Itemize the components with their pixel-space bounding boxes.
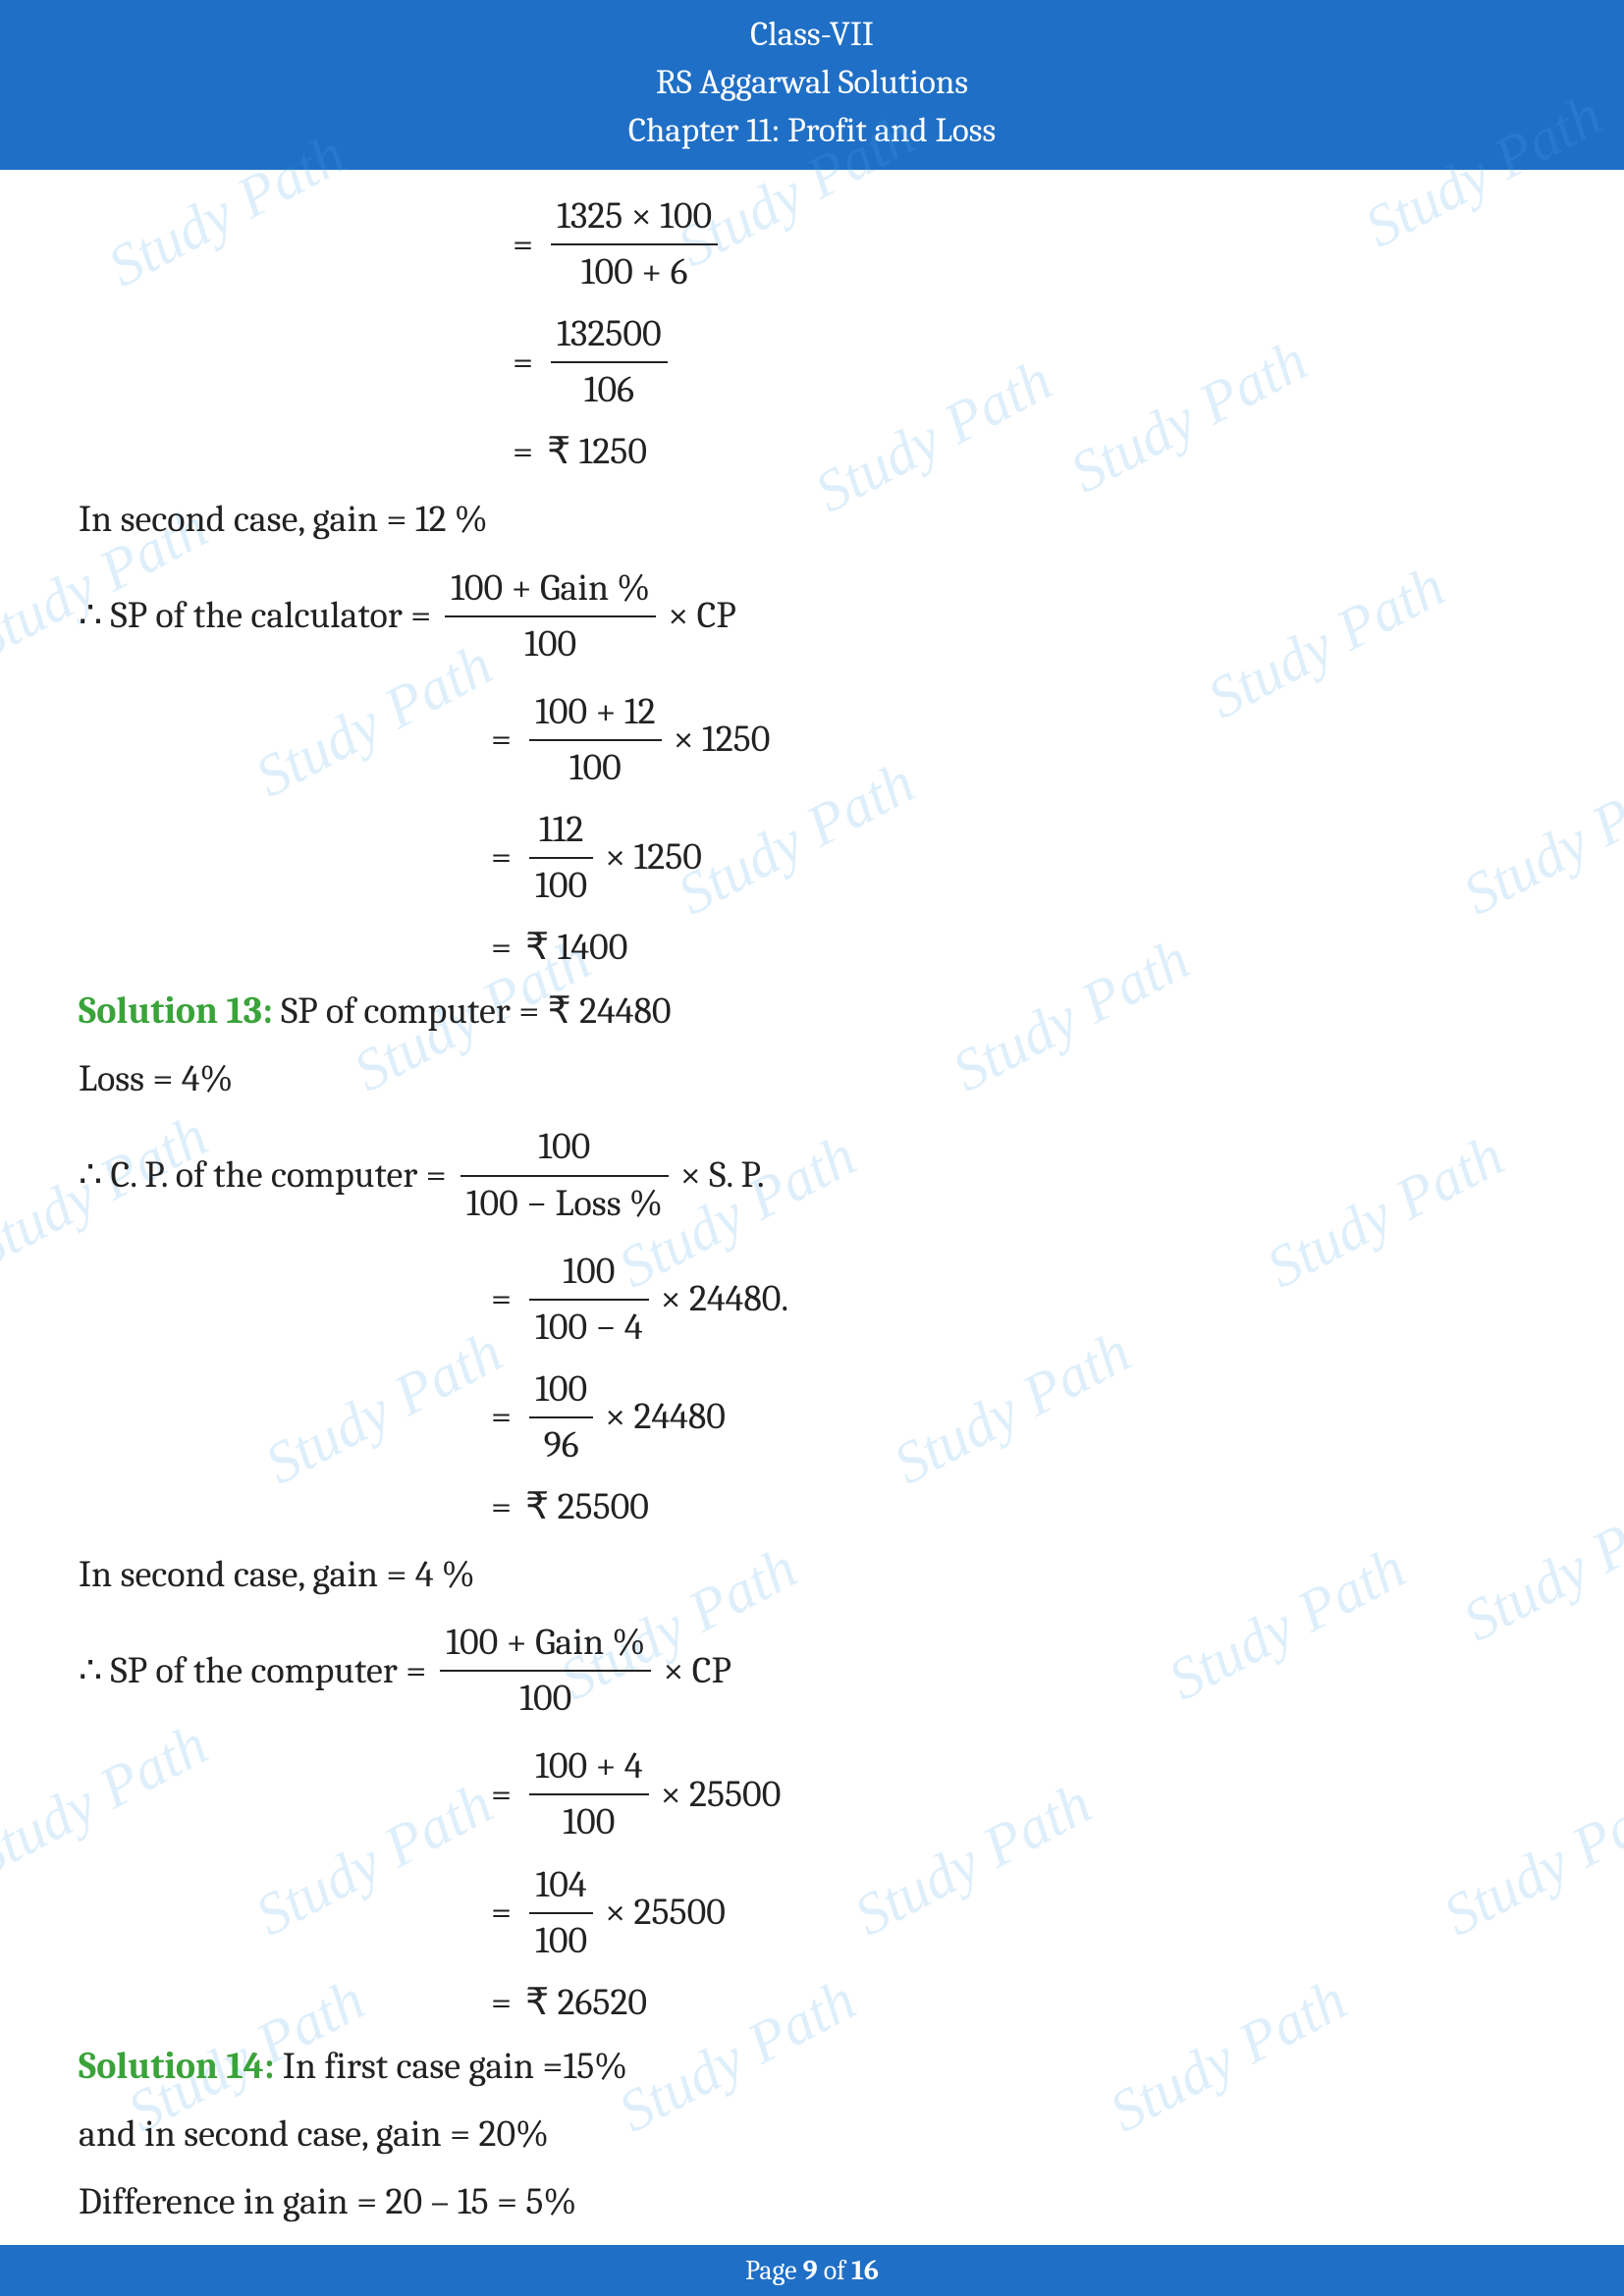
eq-num: 100 + Gain % [440,1616,651,1670]
eq-num: 100 + 4 [529,1739,649,1793]
page-header: Class-VII RS Aggarwal Solutions Chapter … [0,0,1624,170]
sol12-sp-steps: = 100 + 12100 × 1250 = 112100 × 1250 = ₹… [491,685,1545,975]
sol13-intro: SP of computer = ₹ 24480 [273,989,672,1033]
eq-tail: × CP [668,589,735,643]
eq-result: ₹ 26520 [525,1976,647,2030]
eq-den: 100 − Loss % [460,1175,669,1231]
sol12-cp-steps: = 1325 × 100100 + 6 = 132500106 = ₹ 1250 [513,189,1545,479]
sol13-cp-label: ∴ C. P. of the computer = [79,1148,447,1202]
header-class: Class-VII [0,10,1624,58]
eq-num: 100 [460,1120,669,1174]
sol13-cp-steps: = 100100 − 4 × 24480. = 10096 × 24480 = … [491,1245,1545,1534]
eq-tail: × 1250 [674,713,771,767]
header-chapter: Chapter 11: Profit and Loss [0,106,1624,154]
eq-num: 1325 × 100 [551,189,718,243]
sol14-line3: Difference in gain = 20 – 15 = 5% [79,2175,1545,2229]
eq-tail: × 25500 [661,1768,782,1822]
eq-num: 100 [529,1245,649,1299]
eq-num: 100 [529,1362,593,1416]
solution-label: Solution 13: [79,989,273,1033]
eq-den: 100 + 6 [551,243,718,299]
eq-num: 132500 [551,307,668,361]
page-content: = 1325 × 100100 + 6 = 132500106 = ₹ 1250… [0,170,1624,2263]
sol13-sp-line: ∴ SP of the computer = 100 + Gain %100 ×… [79,1616,1545,1726]
eq-den: 100 [529,1912,593,1968]
eq-result: ₹ 1250 [547,425,647,479]
eq-num: 100 + 12 [529,685,662,739]
sol14-line2: and in second case, gain = 20% [79,2108,1545,2162]
eq-den: 100 [529,1793,649,1849]
sol13-sp-label: ∴ SP of the computer = [79,1644,426,1698]
eq-tail: × 24480 [605,1390,726,1444]
eq-tail: × 25500 [605,1886,726,1940]
eq-den: 100 [440,1670,651,1726]
sol12-case2: In second case, gain = 12 % [79,493,1545,547]
sol14-line1: In first case gain =15% [274,2045,627,2088]
eq-num: 112 [529,803,593,857]
sol13-cp-line: ∴ C. P. of the computer = 100100 − Loss … [79,1120,1545,1230]
eq-result: ₹ 1400 [525,921,627,975]
eq-den: 100 [445,615,656,671]
eq-num: 100 + Gain % [445,561,656,615]
eq-den: 96 [529,1416,593,1472]
eq-num: 104 [529,1858,593,1912]
sol14-heading: Solution 14: In first case gain =15% [79,2040,1545,2094]
eq-tail: × CP [663,1644,731,1698]
eq-tail: × 1250 [605,830,702,884]
sol12-sp-line: ∴ SP of the calculator = 100 + Gain %100… [79,561,1545,671]
sol13-sp-steps: = 100 + 4100 × 25500 = 104100 × 25500 = … [491,1739,1545,2029]
eq-tail: × 24480. [661,1272,789,1326]
eq-tail: × S. P. [680,1148,765,1202]
solution-label: Solution 14: [79,2045,274,2088]
eq-result: ₹ 25500 [525,1480,649,1534]
header-book: RS Aggarwal Solutions [0,58,1624,106]
sol12-sp-label: ∴ SP of the calculator = [79,589,431,643]
eq-den: 100 − 4 [529,1299,649,1355]
sol13-heading: Solution 13: SP of computer = ₹ 24480 [79,985,1545,1039]
eq-den: 100 [529,739,662,795]
sol13-loss: Loss = 4% [79,1052,1545,1106]
eq-den: 100 [529,857,593,913]
sol13-case2: In second case, gain = 4 % [79,1548,1545,1602]
eq-den: 106 [551,361,668,417]
